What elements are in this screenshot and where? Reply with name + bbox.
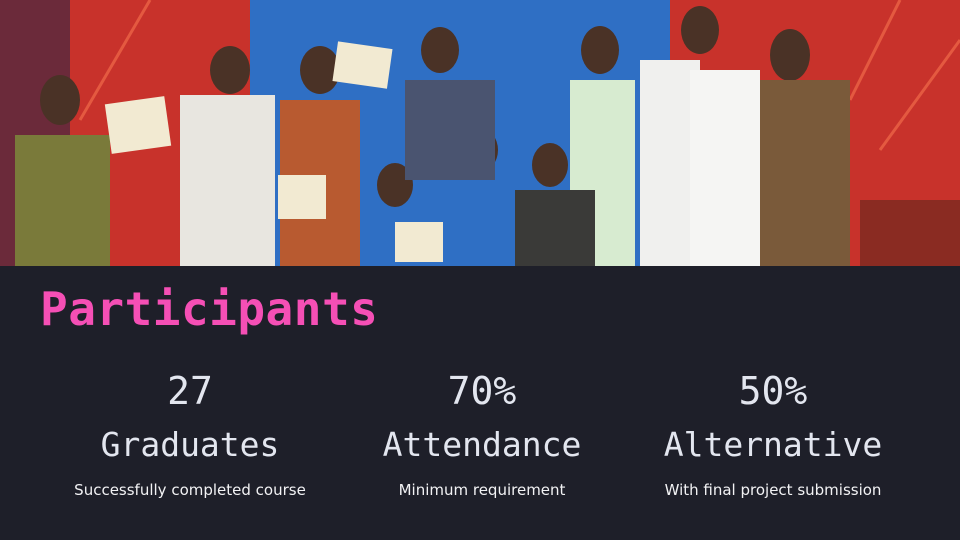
- stat-note: Minimum requirement: [398, 481, 566, 499]
- stat-value: 27: [167, 369, 213, 413]
- photo: [0, 0, 960, 266]
- title: Participants: [40, 282, 379, 336]
- stat-label: Alternative: [663, 425, 883, 464]
- stat: 70% Attendance Minimum requirement: [332, 368, 632, 500]
- stat-note: With final project submission: [664, 481, 882, 499]
- stat-value: 50%: [738, 369, 808, 413]
- stat-label: Graduates: [100, 425, 280, 464]
- stat: 50% Alternative With final project submiss…: [623, 368, 923, 500]
- stat-label: Attendance: [382, 425, 582, 464]
- stat-note: Successfully completed course: [74, 481, 306, 499]
- stat-value: 70%: [447, 369, 517, 413]
- stat: 27 Graduates Successfully completed course: [40, 368, 340, 500]
